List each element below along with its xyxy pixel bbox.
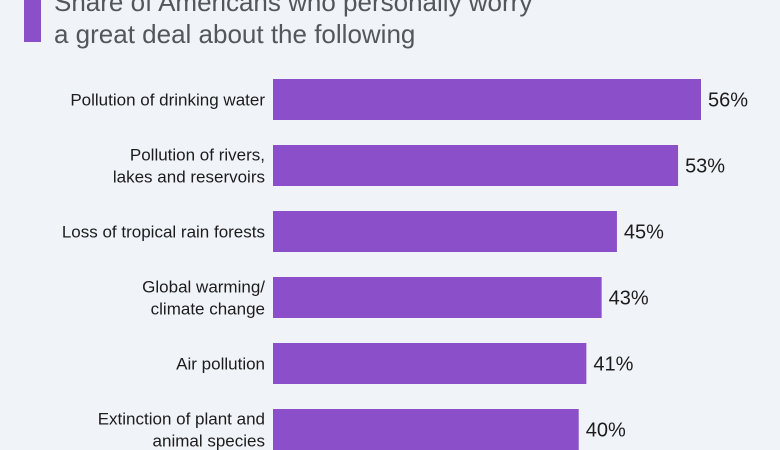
category-label-5-line-1: animal species bbox=[153, 432, 265, 450]
category-label-4: Air pollution bbox=[176, 355, 265, 374]
category-label-1-line-0: Pollution of rivers, bbox=[130, 146, 265, 165]
value-label-3: 43% bbox=[609, 288, 649, 310]
bar-4 bbox=[273, 343, 587, 384]
chart-title-line-1: Share of Americans who personally worry bbox=[54, 0, 533, 17]
category-label-2: Loss of tropical rain forests bbox=[62, 223, 265, 242]
value-label-5: 40% bbox=[586, 420, 626, 442]
category-label-3-line-0: Global warming/ bbox=[142, 278, 265, 297]
bar-2 bbox=[273, 211, 617, 252]
category-label-0-line-0: Pollution of drinking water bbox=[70, 91, 265, 110]
value-label-1: 53% bbox=[685, 156, 725, 178]
value-label-4: 41% bbox=[593, 354, 633, 376]
bar-5 bbox=[273, 409, 579, 450]
category-label-4-line-0: Air pollution bbox=[176, 355, 265, 374]
chart-title: Share of Americans who personally worry … bbox=[54, 0, 532, 50]
category-label-2-line-0: Loss of tropical rain forests bbox=[62, 223, 265, 242]
bar-1 bbox=[273, 145, 679, 186]
category-label-5: Extinction of plant and animal species bbox=[98, 410, 265, 450]
value-label-2: 45% bbox=[624, 222, 664, 244]
title-accent-bar bbox=[24, 0, 41, 42]
category-label-1: Pollution of rivers, lakes and reservoirs bbox=[113, 146, 265, 187]
bar-0 bbox=[273, 79, 701, 120]
bar-3 bbox=[273, 277, 602, 318]
value-label-0: 56% bbox=[708, 90, 748, 112]
category-label-0: Pollution of drinking water bbox=[70, 91, 265, 110]
chart-title-line-2: a great deal about the following bbox=[54, 19, 416, 49]
category-label-1-line-1: lakes and reservoirs bbox=[113, 168, 265, 187]
category-label-3: Global warming/climate change bbox=[142, 278, 265, 319]
category-label-3-line-1: climate change bbox=[151, 300, 265, 319]
category-label-5-line-0: Extinction of plant and bbox=[98, 410, 265, 429]
